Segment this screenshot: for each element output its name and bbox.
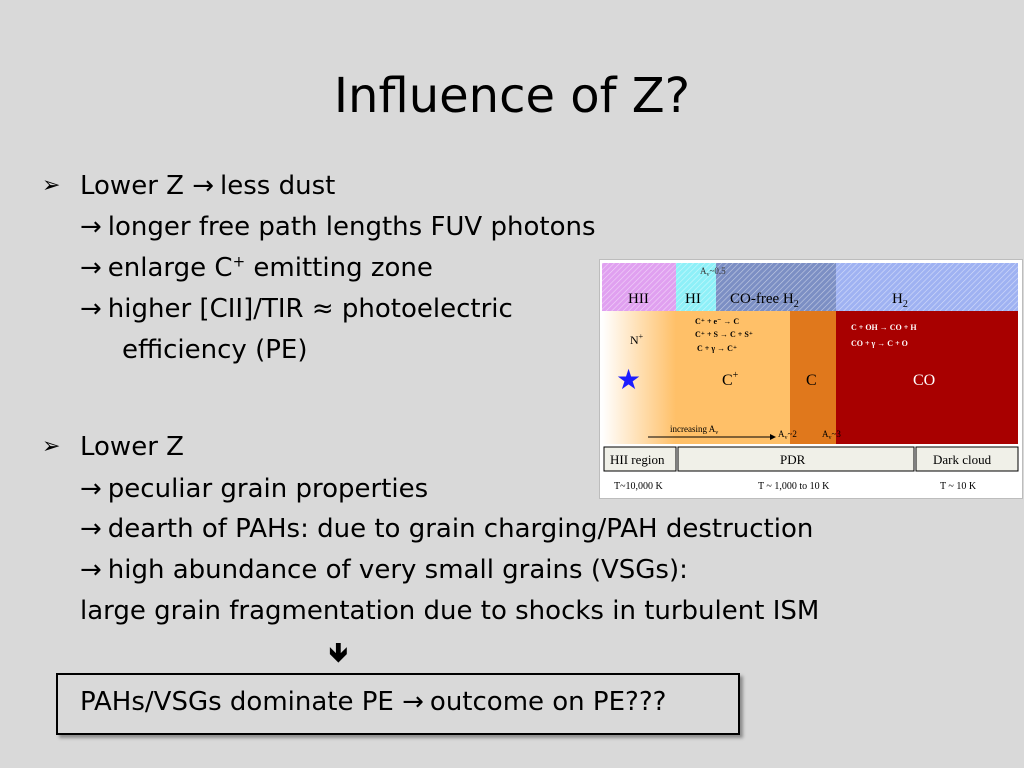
av-text: A (700, 266, 707, 276)
right-arrow-icon: → (80, 474, 102, 504)
av-marker: Av~3 (822, 429, 841, 441)
reaction-co: C + OH → CO + H (851, 323, 917, 332)
region-label: PDR (780, 452, 806, 467)
n-plus-label: N+ (630, 332, 644, 347)
subscript: 2 (903, 299, 908, 310)
conclusion-text-pre: PAHs/VSGs dominate PE (80, 687, 394, 717)
superscript: + (232, 252, 246, 271)
section2-item-text: high abundance of very small grains (VSG… (107, 555, 688, 585)
cplus-zone (676, 311, 790, 444)
arrow-head-icon (770, 434, 776, 440)
h2-label: H2 (892, 291, 908, 310)
cofree-label-text: CO-free H (730, 291, 794, 307)
section1-heading-pre: Lower Z (80, 171, 184, 201)
section2-item: → peculiar grain properties (80, 474, 428, 504)
increasing-av-text: increasing A (670, 424, 716, 434)
region-label: Dark cloud (933, 452, 992, 467)
section2-item: → high abundance of very small grains (VS… (80, 555, 688, 585)
region-box-pdr (677, 446, 915, 472)
section1-item: → higher [CII]/TIR ≈ photoelectric (80, 294, 513, 324)
hatch-overlay (676, 263, 716, 311)
reaction-cplus: C⁺ + e⁻ → C (695, 317, 739, 326)
pdr-diagram-svg: HII HI CO-free H2 H2 Av~0.5 N+ ★ C+ C CO… (602, 263, 1019, 492)
conclusion-text-post: outcome on PE??? (429, 687, 667, 717)
slide-title: Influence of Z? (333, 68, 691, 124)
bullet-icon: ➢ (42, 173, 61, 198)
hii-label: HII (628, 291, 649, 307)
superscript: + (639, 332, 644, 341)
section1-heading: Lower Z → less dust (80, 171, 335, 201)
star-icon: ★ (616, 363, 641, 396)
section1-item: → enlarge C+ emitting zone (80, 253, 433, 283)
av-value: ~0.5 (710, 266, 727, 276)
conclusion-box: PAHs/VSGs dominate PE → outcome on PE??? (56, 673, 740, 735)
right-arrow-icon: → (80, 294, 102, 324)
region-box-dark-cloud (915, 446, 1019, 472)
right-arrow-icon: → (80, 212, 102, 242)
temperature-label: T~10,000 K (614, 481, 664, 492)
region-label: HII region (610, 452, 665, 467)
section1-continuation: efficiency (PE) (122, 335, 308, 365)
h2-label-text: H (892, 291, 903, 307)
av-value: ~3 (832, 429, 842, 439)
subscript: v (715, 430, 718, 436)
region-box-hii (603, 446, 677, 472)
reaction-cplus: C + γ → C⁺ (697, 344, 737, 353)
bullet-icon: ➢ (42, 434, 61, 459)
cplus-label: C+ (722, 370, 739, 389)
right-arrow-icon: → (402, 687, 424, 717)
section2-item-text: peculiar grain properties (107, 474, 429, 504)
av-text: A (778, 429, 785, 439)
hatch-overlay (602, 263, 676, 311)
co-zone (836, 311, 1018, 444)
av05-label: Av~0.5 (700, 266, 726, 278)
hatch-overlay (716, 263, 836, 311)
conclusion-text: PAHs/VSGs dominate PE → outcome on PE??? (80, 687, 666, 717)
reaction-co: CO + γ → C + O (851, 339, 908, 348)
c-label: C (806, 372, 817, 389)
co-label: CO (913, 372, 935, 389)
right-arrow-icon: → (80, 514, 102, 544)
right-arrow-icon: → (80, 555, 102, 585)
section1-item: → longer free path lengths FUV photons (80, 212, 596, 242)
cofree-h2-label: CO-free H2 (730, 291, 799, 310)
section1-item-text: enlarge C (107, 253, 233, 283)
subscript: v (829, 435, 832, 441)
right-arrow-icon: → (192, 171, 215, 201)
temperature-label: T ~ 10 K (940, 481, 977, 492)
section2-item: → dearth of PAHs: due to grain charging/P… (80, 514, 813, 544)
section2-item-text: dearth of PAHs: due to grain charging/PA… (107, 514, 814, 544)
av-value: ~2 (788, 429, 797, 439)
section1-item-text: longer free path lengths FUV photons (107, 212, 596, 242)
section1-heading-post: less dust (220, 171, 336, 201)
section2-continuation: large grain fragmentation due to shocks … (80, 596, 820, 626)
right-arrow-icon: → (80, 253, 102, 283)
subscript: 2 (794, 299, 799, 310)
c-text: C (722, 372, 733, 389)
c-zone (790, 311, 836, 444)
section1-item-text: emitting zone (245, 253, 433, 283)
hatch-overlay (836, 263, 1018, 311)
section1-item-text: higher [CII]/TIR ≈ photoelectric (107, 294, 513, 324)
n-text: N (630, 333, 639, 347)
hi-label: HI (685, 291, 701, 307)
av-marker: Av~2 (778, 429, 797, 441)
subscript: v (707, 272, 710, 278)
temperature-label: T ~ 1,000 to 10 K (758, 481, 830, 492)
hii-zone (602, 311, 676, 444)
section2-heading: Lower Z (80, 432, 184, 462)
increasing-av-label: increasing Av (670, 424, 718, 436)
subscript: v (785, 435, 788, 441)
reaction-cplus: C⁺ + S → C + S⁺ (695, 330, 753, 339)
av-text: A (822, 429, 829, 439)
pdr-diagram: HII HI CO-free H2 H2 Av~0.5 N+ ★ C+ C CO… (599, 259, 1023, 499)
down-arrow-icon: 🡻 (329, 638, 348, 668)
superscript: + (733, 370, 739, 381)
